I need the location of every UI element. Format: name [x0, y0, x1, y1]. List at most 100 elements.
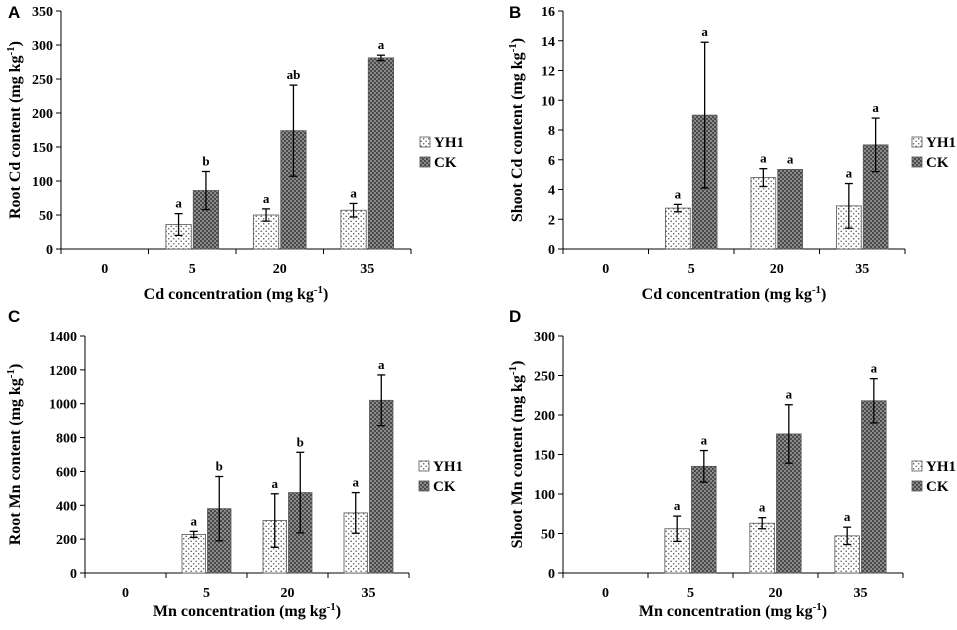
significance-letter: a — [846, 166, 853, 181]
significance-letter: a — [263, 191, 270, 206]
legend: YH1 CK — [418, 459, 463, 495]
significance-letter: a — [378, 357, 385, 372]
legend-swatch-yh1 — [419, 136, 431, 148]
x-tick-label: 5 — [189, 262, 196, 277]
y-axis-title: Shoot Cd content (mg kg-1) — [507, 38, 526, 222]
panel-label: B — [509, 3, 521, 22]
x-tick-label: 20 — [281, 586, 295, 601]
y-tick-label: 1000 — [49, 398, 77, 413]
legend: YH1 CK — [419, 135, 464, 171]
y-tick-label: 0 — [46, 243, 53, 258]
legend-label-yh1: YH1 — [433, 459, 463, 475]
legend-label-yh1: YH1 — [926, 135, 956, 151]
bar-yh1 — [665, 207, 691, 250]
x-tick-label: 0 — [101, 262, 108, 277]
legend-label-ck: CK — [926, 479, 949, 495]
significance-letter: a — [272, 476, 279, 491]
y-axis-title: Root Mn content (mg kg-1) — [5, 364, 24, 546]
significance-letter: a — [350, 185, 357, 200]
y-tick-label: 150 — [534, 449, 555, 464]
legend-label-yh1: YH1 — [434, 135, 464, 151]
legend-swatch-ck — [418, 480, 430, 492]
significance-letter: a — [674, 498, 681, 513]
y-tick-label: 0 — [548, 567, 555, 582]
legend-label-ck: CK — [433, 479, 456, 495]
x-axis-title: Cd concentration (mg kg-1) — [642, 284, 827, 303]
panel-label: A — [8, 3, 20, 22]
legend: YH1 CK — [911, 459, 956, 495]
y-tick-label: 800 — [56, 432, 77, 447]
legend-label-ck: CK — [434, 155, 457, 171]
bar-ck — [367, 57, 395, 250]
y-tick-label: 14 — [541, 35, 555, 50]
y-tick-label: 250 — [534, 370, 555, 385]
significance-letter: a — [175, 196, 182, 211]
panel-label: C — [8, 307, 20, 326]
significance-letter: b — [216, 459, 223, 474]
x-tick-label: 5 — [688, 262, 695, 277]
significance-letter: a — [353, 475, 360, 490]
x-tick-label: 0 — [122, 586, 129, 601]
significance-letter: a — [844, 509, 851, 524]
y-tick-label: 250 — [32, 73, 53, 88]
significance-letter: a — [759, 500, 766, 515]
legend-swatch-ck — [911, 156, 923, 168]
significance-letter: a — [872, 100, 879, 115]
significance-letter: a — [378, 37, 385, 52]
x-tick-label: 0 — [602, 262, 609, 277]
y-tick-label: 150 — [32, 141, 53, 156]
significance-letter: a — [760, 151, 767, 166]
y-tick-label: 50 — [541, 528, 555, 543]
bar-ck — [777, 169, 803, 250]
y-tick-label: 400 — [56, 499, 77, 514]
y-tick-label: 2 — [548, 213, 555, 228]
y-tick-label: 600 — [56, 465, 77, 480]
y-tick-label: 8 — [548, 124, 555, 139]
x-axis-title: Mn concentration (mg kg-1) — [153, 601, 341, 620]
y-tick-label: 1200 — [49, 364, 77, 379]
x-tick-label: 35 — [855, 262, 869, 277]
legend-label-yh1: YH1 — [926, 459, 956, 475]
legend-swatch-yh1 — [418, 460, 430, 472]
y-tick-label: 100 — [32, 175, 53, 190]
x-tick-label: 35 — [362, 586, 376, 601]
x-tick-label: 35 — [854, 586, 868, 601]
y-tick-label: 0 — [548, 243, 555, 258]
significance-letter: a — [701, 24, 708, 39]
significance-letter: b — [202, 153, 209, 168]
legend-swatch-ck — [911, 480, 923, 492]
x-axis-title: Mn concentration (mg kg-1) — [639, 601, 827, 620]
bar-ck — [861, 400, 887, 574]
panel-d: D 0 50 100 150 200 250 300 0 5 20 35 a a a a a a Shoot Mn … — [507, 307, 956, 620]
legend: YH1 CK — [911, 135, 956, 171]
x-tick-label: 5 — [203, 586, 210, 601]
legend-swatch-ck — [419, 156, 431, 168]
y-tick-label: 300 — [534, 330, 555, 345]
significance-letter: a — [786, 387, 793, 402]
significance-letter: a — [871, 361, 878, 376]
x-tick-label: 20 — [769, 586, 783, 601]
x-tick-label: 5 — [687, 586, 694, 601]
significance-letter: b — [297, 434, 304, 449]
y-tick-label: 50 — [39, 209, 53, 224]
legend-swatch-yh1 — [911, 460, 923, 472]
y-tick-label: 350 — [32, 5, 53, 20]
y-tick-label: 4 — [548, 184, 555, 199]
x-tick-label: 20 — [273, 262, 287, 277]
y-tick-label: 10 — [541, 94, 555, 109]
significance-letter: a — [675, 186, 682, 201]
legend-swatch-yh1 — [911, 136, 923, 148]
significance-letter: a — [191, 513, 198, 528]
x-tick-label: 35 — [360, 262, 374, 277]
y-axis-title: Shoot Mn content (mg kg-1) — [507, 361, 526, 549]
significance-letter: a — [787, 151, 794, 166]
bar-yh1 — [181, 534, 206, 574]
y-tick-label: 200 — [56, 533, 77, 548]
y-tick-label: 16 — [541, 5, 555, 20]
panel-label: D — [509, 307, 521, 326]
significance-letter: a — [701, 433, 708, 448]
y-tick-label: 300 — [32, 39, 53, 54]
bar-yh1 — [750, 177, 777, 250]
